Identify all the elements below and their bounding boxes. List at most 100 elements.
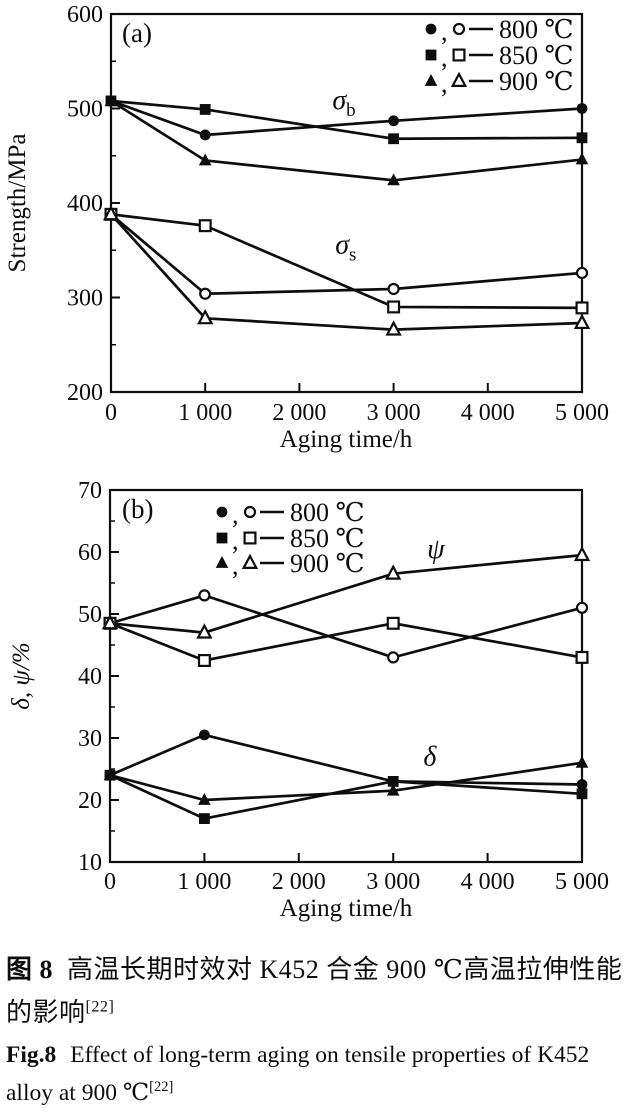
marker-filled-square	[199, 813, 210, 824]
marker-open-circle	[387, 651, 400, 664]
curve-group-label: δ	[423, 742, 437, 773]
legend-comma: ,	[232, 500, 239, 529]
marker-open-triangle	[102, 204, 120, 221]
marker-open-square	[575, 650, 589, 664]
x-axis-title: Aging time/h	[280, 426, 413, 453]
marker-open-circle	[575, 266, 589, 280]
marker-filled-triangle	[387, 173, 400, 186]
marker-open-circle	[387, 282, 400, 296]
y-tick-label: 400	[67, 191, 103, 217]
marker-open-square	[387, 300, 401, 314]
marker-open-square	[386, 616, 400, 630]
panel-label: (b)	[122, 494, 153, 524]
marker-filled-circle	[388, 115, 399, 127]
y-tick-label: 70	[78, 478, 102, 504]
y-tick-label: 600	[67, 2, 103, 28]
legend-comma: ,	[232, 551, 239, 580]
series-line	[110, 99, 583, 141]
ductility-vs-aging-chart: 10 20 30 40 50 60 70 0 1 000 2 000 3 000 4 000 5 000…	[8, 478, 609, 922]
marker-filled-square	[576, 788, 588, 800]
marker-open-square	[575, 301, 589, 315]
marker-open-circle	[243, 505, 257, 519]
legend-label: 850 ℃	[499, 41, 574, 70]
series-line	[109, 213, 583, 331]
marker-filled-square	[387, 776, 399, 787]
caption-english-ref: [22]	[149, 1079, 174, 1096]
caption-chinese: 图 8 高温长期时效对 K452 合金 900 ℃高温拉伸性能的影响[22]	[6, 948, 632, 1034]
x-tick-label: 3 000	[367, 400, 421, 426]
x-tick-label: 0	[104, 869, 116, 895]
legend-label: 800 ℃	[499, 15, 574, 44]
legend-label: 900 ℃	[290, 549, 365, 578]
y-tick-label: 30	[78, 726, 102, 752]
marker-filled-triangle	[198, 153, 212, 166]
y-tick-label: 300	[67, 286, 103, 312]
legend-label: 800 ℃	[290, 498, 365, 527]
marker-filled-triangle	[198, 793, 211, 805]
x-tick-label: 5 000	[555, 400, 609, 426]
series-line	[109, 761, 583, 802]
x-tick-label: 2 000	[272, 400, 326, 426]
marker-open-circle	[199, 287, 212, 300]
y-axis-title: Strength/MPa	[4, 134, 31, 273]
x-tick-label: 4 000	[461, 869, 515, 895]
marker-filled-triangle	[104, 93, 118, 106]
marker-open-triangle	[196, 623, 213, 639]
marker-filled-circle	[216, 506, 228, 518]
caption-english: Fig.8 Effect of long-term aging on tensil…	[6, 1036, 632, 1112]
legend-label: 900 ℃	[499, 67, 574, 96]
legend-comma: ,	[232, 526, 239, 555]
y-tick-label: 20	[78, 788, 102, 814]
marker-open-circle	[575, 601, 589, 614]
legend-label: 850 ℃	[290, 524, 365, 553]
marker-filled-circle	[199, 129, 211, 141]
marker-open-triangle	[197, 308, 214, 325]
marker-open-triangle	[101, 613, 119, 630]
series-line	[109, 593, 583, 659]
marker-open-triangle	[241, 553, 259, 570]
marker-filled-circle	[199, 729, 210, 741]
caption-chinese-label: 图 8	[6, 955, 54, 984]
y-tick-label: 60	[78, 540, 102, 566]
y-tick-label: 500	[67, 97, 103, 123]
marker-filled-circle	[576, 103, 588, 114]
x-tick-label: 4 000	[461, 400, 515, 426]
x-tick-label: 1 000	[177, 869, 231, 895]
series-line	[109, 621, 583, 662]
caption-chinese-text: 高温长期时效对 K452 合金 900 ℃高温拉伸性能的影响	[6, 955, 623, 1027]
series-line	[109, 553, 583, 634]
x-tick-label: 3 000	[366, 869, 420, 895]
y-tick-label: 200	[67, 380, 103, 406]
marker-open-square	[198, 219, 212, 233]
series-line	[110, 99, 583, 182]
caption-english-text: Effect of long-term aging on tensile pro…	[6, 1042, 590, 1106]
marker-open-triangle	[573, 545, 591, 562]
legend-comma: ,	[441, 43, 448, 72]
marker-filled-square	[199, 104, 211, 115]
marker-filled-circle	[425, 23, 437, 35]
x-tick-label: 0	[105, 400, 117, 426]
curve-group-label: σs	[335, 230, 356, 266]
marker-filled-triangle	[575, 152, 589, 165]
series-line	[110, 99, 583, 137]
curve-group-label: σb	[332, 85, 355, 121]
curve-group-label: ψ	[427, 534, 445, 565]
x-tick-label: 1 000	[178, 400, 232, 426]
marker-filled-triangle	[103, 768, 117, 781]
marker-open-circle	[452, 22, 466, 36]
marker-filled-triangle	[424, 74, 438, 86]
marker-filled-triangle	[575, 755, 589, 768]
marker-open-circle	[198, 589, 211, 602]
marker-open-square	[452, 48, 466, 62]
legend-comma: ,	[441, 69, 448, 98]
panel-label: (a)	[122, 18, 152, 48]
series-line	[110, 213, 583, 296]
marker-open-square	[197, 654, 211, 668]
x-tick-label: 5 000	[555, 869, 609, 895]
marker-filled-square	[216, 532, 228, 544]
x-tick-label: 2 000	[272, 869, 326, 895]
marker-open-square	[243, 531, 257, 545]
marker-filled-square	[388, 133, 399, 145]
marker-open-triangle	[385, 564, 402, 580]
